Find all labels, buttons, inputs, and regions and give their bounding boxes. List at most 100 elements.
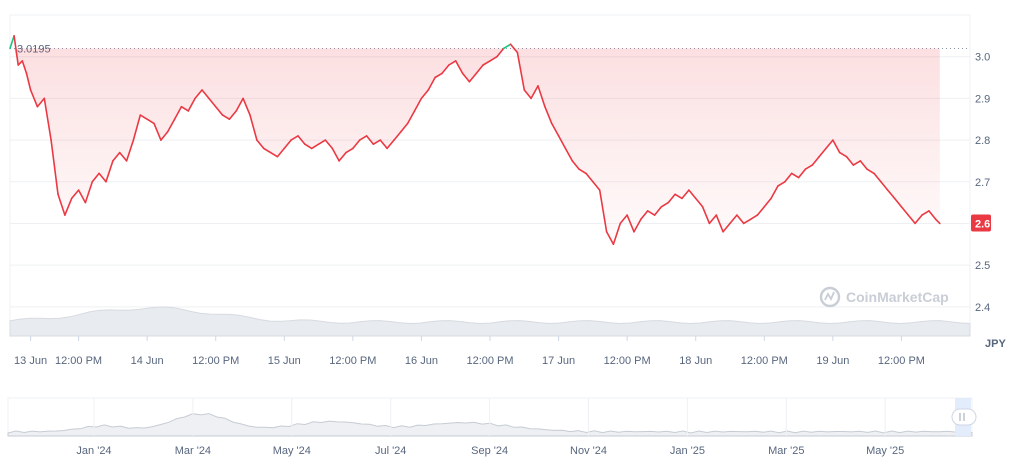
navigator-tick-label: Nov '24 bbox=[570, 445, 607, 457]
price-line-segment bbox=[173, 105, 183, 120]
navigator-tick-label: Jul '24 bbox=[375, 445, 406, 457]
price-line-segment bbox=[17, 60, 24, 66]
price-line-segment bbox=[914, 214, 923, 225]
y-axis: 3.0 2.9 2.8 2.7 2.6 2.5 2.4 bbox=[975, 52, 990, 314]
price-line-segment bbox=[640, 210, 649, 221]
x-tick-label: 12:00 PM bbox=[192, 355, 239, 367]
price-line-segment bbox=[681, 189, 690, 200]
price-line-segment bbox=[468, 72, 478, 83]
y-tick-label: 2.5 bbox=[975, 260, 990, 272]
x-tick-label: 12:00 PM bbox=[741, 355, 788, 367]
navigator-tick-label: Mar '24 bbox=[175, 445, 211, 457]
x-tick-label: 18 Jun bbox=[679, 355, 712, 367]
price-area-fill bbox=[10, 48, 940, 245]
price-line-segment bbox=[317, 139, 327, 145]
price-line-segment bbox=[886, 189, 896, 200]
price-line-segment bbox=[832, 139, 841, 154]
price-line-segment bbox=[592, 181, 601, 191]
price-line-segment bbox=[646, 210, 656, 216]
price-line-segment bbox=[413, 97, 423, 112]
price-line-segment bbox=[571, 160, 580, 170]
range-navigator[interactable]: Jan '24 Mar '24 May '24 Jul '24 Sep '24 Nov '… bbox=[0, 390, 1023, 474]
x-tick-label: 12:00 PM bbox=[55, 355, 102, 367]
price-line-segment bbox=[434, 72, 443, 79]
price-line-segment bbox=[393, 130, 402, 141]
price-line-segment bbox=[708, 214, 718, 225]
price-line-segment bbox=[386, 139, 395, 150]
price-line-segment bbox=[146, 118, 155, 125]
y-axis-unit-label: JPY bbox=[985, 338, 1006, 350]
price-line-segment bbox=[530, 85, 539, 100]
price-line-segment bbox=[249, 114, 258, 141]
price-line-segment bbox=[674, 193, 683, 200]
navigator-tick-label: May '25 bbox=[866, 445, 904, 457]
price-line-segment bbox=[352, 139, 361, 150]
price-line-segment bbox=[118, 151, 128, 162]
x-tick-label: 14 Jun bbox=[131, 355, 164, 367]
price-line-segment bbox=[50, 139, 59, 196]
price-line-segment bbox=[928, 210, 937, 221]
y-tick-label: 2.7 bbox=[975, 177, 990, 189]
price-line-segment bbox=[153, 122, 162, 141]
price-line-segment bbox=[667, 193, 676, 204]
price-line-segment bbox=[242, 97, 251, 116]
price-line-segment bbox=[379, 139, 388, 150]
price-series bbox=[9, 34, 941, 246]
price-line-segment bbox=[893, 197, 903, 208]
price-line-segment bbox=[310, 143, 320, 150]
price-line-segment bbox=[214, 105, 224, 116]
price-line-segment bbox=[777, 181, 786, 187]
price-line-segment bbox=[838, 151, 848, 158]
price-line-segment bbox=[297, 135, 306, 145]
price-line-segment bbox=[564, 147, 574, 162]
price-line-segment bbox=[784, 172, 793, 183]
coinmarketcap-logo-icon bbox=[819, 286, 841, 308]
price-chart[interactable]: 3.0195 CoinMarketCap 3.02.92.82.72.62.52… bbox=[0, 0, 1023, 390]
price-line-segment bbox=[454, 60, 464, 75]
price-line-segment bbox=[201, 89, 210, 100]
y-tick-label: 3.0 bbox=[975, 52, 990, 64]
price-line-segment bbox=[84, 181, 94, 204]
x-tick-label: 12:00 PM bbox=[604, 355, 651, 367]
price-line-segment bbox=[331, 147, 340, 162]
price-line-segment bbox=[770, 185, 779, 200]
price-line-segment bbox=[304, 143, 313, 150]
price-line-segment bbox=[13, 34, 20, 66]
price-line-segment bbox=[694, 197, 704, 208]
price-line-segment bbox=[441, 64, 450, 75]
y-tick-label: 2.4 bbox=[975, 302, 990, 314]
price-line-segment bbox=[77, 189, 87, 204]
price-line-segment bbox=[612, 222, 622, 246]
price-line-segment bbox=[482, 60, 491, 66]
price-line-segment bbox=[557, 135, 567, 150]
price-line-segment bbox=[736, 214, 745, 225]
price-line-segment bbox=[921, 210, 930, 216]
price-line-segment bbox=[550, 122, 560, 137]
price-line-segment bbox=[9, 34, 15, 50]
price-line-segment bbox=[653, 206, 663, 216]
price-line-segment bbox=[21, 60, 28, 75]
navigator-x-axis: Jan '24 Mar '24 May '24 Jul '24 Sep '24 Nov '… bbox=[76, 398, 904, 457]
price-line-segment bbox=[934, 218, 941, 225]
y-tick-label: 2.8 bbox=[975, 135, 990, 147]
price-line-segment bbox=[256, 139, 265, 150]
price-line-segment bbox=[345, 147, 354, 154]
price-line-segment bbox=[804, 164, 814, 170]
price-line-segment bbox=[701, 206, 711, 225]
price-line-segment bbox=[729, 214, 738, 225]
price-line-segment bbox=[160, 130, 169, 141]
price-line-segment bbox=[790, 172, 800, 179]
drag-handle-icon[interactable] bbox=[951, 408, 977, 426]
price-line-segment bbox=[489, 55, 498, 62]
price-line-segment bbox=[180, 105, 190, 112]
price-line-segment bbox=[324, 139, 334, 150]
price-line-segment bbox=[845, 155, 855, 166]
current-price-badge: 2.6 bbox=[971, 214, 991, 232]
price-line-segment bbox=[722, 222, 731, 233]
volume-area bbox=[9, 306, 971, 337]
x-tick-label: 17 Jun bbox=[542, 355, 575, 367]
navigator-tick-label: Jan '24 bbox=[76, 445, 111, 457]
price-line-segment bbox=[269, 151, 279, 158]
price-line-segment bbox=[866, 168, 875, 175]
price-line-segment bbox=[29, 89, 39, 108]
